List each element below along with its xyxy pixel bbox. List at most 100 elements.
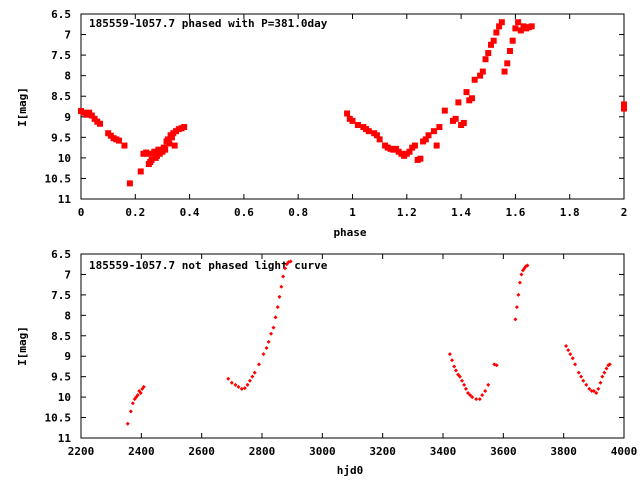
unphased-x-tick-label: 2800 <box>249 445 276 458</box>
unphased-data-point <box>598 380 603 385</box>
unphased-data-point <box>463 386 468 391</box>
phased-data-point <box>498 19 505 26</box>
phased-data-point <box>406 148 413 155</box>
unphased-data-point <box>242 386 247 391</box>
unphased-y-tick-label: 9.5 <box>51 371 71 384</box>
unphased-data-point <box>483 388 488 393</box>
phased-data-point <box>116 137 123 144</box>
unphased-data-point <box>566 348 571 353</box>
phased-y-tick-label: 7.5 <box>51 49 71 62</box>
unphased-data-point <box>519 272 524 277</box>
unphased-data-point <box>514 305 519 310</box>
unphased-data-point <box>513 317 518 322</box>
phased-y-tick-label: 9.5 <box>51 131 71 144</box>
unphased-data-point <box>141 384 146 389</box>
phased-data-point <box>493 29 500 36</box>
unphased-data-point <box>447 352 452 357</box>
unphased-data-point <box>453 368 458 373</box>
unphased-y-tick-label: 8.5 <box>51 330 71 343</box>
unphased-y-tick-label: 11 <box>58 432 72 445</box>
unphased-data-point <box>233 382 238 387</box>
unphased-data-point <box>596 386 601 391</box>
phased-data-point <box>137 168 144 175</box>
phased-data-point <box>373 132 380 139</box>
unphased-y-tick-label: 10.5 <box>45 412 72 425</box>
phased-data-point <box>501 68 508 75</box>
unphased-data-point <box>486 382 491 387</box>
phased-x-tick-label: 1.4 <box>451 206 471 219</box>
unphased-data-point <box>516 292 521 297</box>
phased-data-point <box>452 115 459 122</box>
phased-data-point <box>97 120 104 127</box>
phased-data-point <box>433 142 440 149</box>
phased-x-tick-label: 1.8 <box>560 206 580 219</box>
unphased-plot-frame <box>80 253 625 439</box>
unphased-chart-y-axis-label: I[mag] <box>16 326 29 366</box>
unphased-data-point <box>247 378 252 383</box>
phased-data-point <box>354 122 361 128</box>
phased-data-point <box>482 56 489 63</box>
phased-data-point <box>460 119 467 126</box>
unphased-data-point <box>466 391 471 396</box>
phased-data-point <box>121 142 128 149</box>
phased-light-curve-panel: 185559-1057.7 phased with P=381.0day pha… <box>16 8 627 239</box>
phased-data-point <box>376 136 383 143</box>
phased-data-point <box>621 101 627 108</box>
unphased-data-point <box>470 395 475 400</box>
unphased-y-tick-label: 7 <box>64 268 71 281</box>
phased-data-point <box>349 117 356 124</box>
unphased-data-point <box>245 382 250 387</box>
phased-y-tick-label: 7 <box>64 29 71 42</box>
phased-data-point <box>463 89 470 96</box>
unphased-x-tick-label: 4000 <box>611 445 638 458</box>
phased-data-point <box>148 156 155 163</box>
unphased-x-tick-label: 3200 <box>369 445 396 458</box>
phased-chart-title: 185559-1057.7 phased with P=381.0day <box>89 17 328 30</box>
phased-data-point <box>621 105 627 112</box>
unphased-data-point <box>576 370 581 375</box>
phased-data-point <box>479 68 486 75</box>
unphased-data-point <box>602 370 607 375</box>
unphased-x-tick-label: 2400 <box>128 445 155 458</box>
phased-data-point <box>417 155 424 162</box>
unphased-data-point <box>275 305 280 310</box>
phased-y-tick-label: 10.5 <box>45 172 72 185</box>
phased-y-tick-label: 11 <box>58 193 72 206</box>
unphased-chart-x-axis-label: hjd0 <box>337 464 364 477</box>
unphased-data-point <box>457 374 462 379</box>
phased-x-tick-label: 0 <box>78 206 85 219</box>
unphased-light-curve-panel: 185559-1057.7 not phased light curve hjd… <box>16 248 637 477</box>
unphased-data-point <box>604 366 609 371</box>
unphased-data-point <box>277 294 282 299</box>
unphased-x-tick-label: 3600 <box>490 445 517 458</box>
phased-data-point <box>411 142 418 149</box>
phased-data-point <box>504 60 511 67</box>
unphased-data-point <box>250 374 255 379</box>
phased-data-point <box>425 132 432 139</box>
phased-data-point <box>512 25 519 32</box>
unphased-data-point <box>130 401 135 406</box>
phased-data-point <box>88 112 95 119</box>
phased-data-point <box>422 136 429 143</box>
unphased-data-point <box>450 358 455 363</box>
unphased-y-tick-label: 8 <box>64 309 71 322</box>
unphased-data-point <box>581 378 586 383</box>
phased-data-point <box>171 142 178 149</box>
unphased-data-point <box>474 397 479 402</box>
unphased-data-point <box>579 374 584 379</box>
unphased-data-point <box>468 393 473 398</box>
phased-data-point <box>485 50 492 57</box>
unphased-data-point <box>256 362 261 367</box>
phased-data-point <box>155 146 162 153</box>
unphased-data-point <box>462 382 467 387</box>
phased-data-point <box>490 37 497 44</box>
phased-data-point <box>515 19 522 26</box>
phased-data-point <box>471 76 478 83</box>
unphased-y-tick-label: 7.5 <box>51 289 71 302</box>
phased-data-point <box>164 136 171 143</box>
unphased-data-point <box>584 382 589 387</box>
phased-x-tick-label: 1 <box>349 206 356 219</box>
unphased-data-point <box>269 331 274 336</box>
phased-x-tick-label: 0.4 <box>180 206 200 219</box>
unphased-x-tick-label: 2600 <box>188 445 215 458</box>
